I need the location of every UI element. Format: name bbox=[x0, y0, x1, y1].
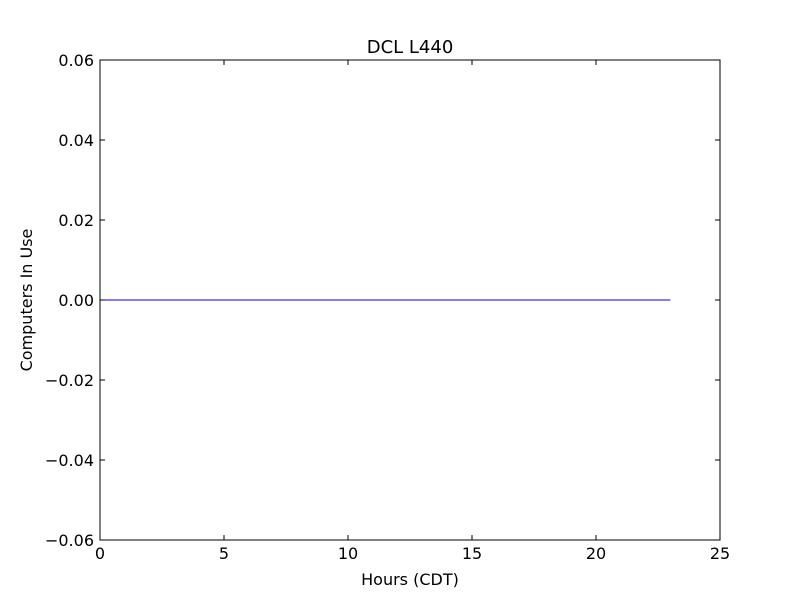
x-axis-ticks: 0 5 10 15 20 25 bbox=[95, 60, 730, 563]
x-tick-label: 5 bbox=[219, 544, 229, 563]
y-tick-label: 0.00 bbox=[58, 291, 94, 310]
x-tick-label: 25 bbox=[710, 544, 730, 563]
x-tick-label: 10 bbox=[338, 544, 358, 563]
y-tick-label: 0.02 bbox=[58, 211, 94, 230]
y-tick-label: 0.06 bbox=[58, 51, 94, 70]
chart-title: DCL L440 bbox=[367, 37, 454, 58]
x-tick-label: 20 bbox=[586, 544, 606, 563]
y-tick-label: −0.04 bbox=[45, 451, 94, 470]
y-axis-label: Computers In Use bbox=[17, 229, 36, 372]
x-tick-label: 0 bbox=[95, 544, 105, 563]
y-axis-ticks: −0.06 −0.04 −0.02 0.00 0.02 0.04 0.06 bbox=[45, 51, 720, 550]
x-axis-label: Hours (CDT) bbox=[361, 570, 459, 589]
y-tick-label: 0.04 bbox=[58, 131, 94, 150]
x-tick-label: 15 bbox=[462, 544, 482, 563]
y-tick-label: −0.06 bbox=[45, 531, 94, 550]
y-tick-label: −0.02 bbox=[45, 371, 94, 390]
